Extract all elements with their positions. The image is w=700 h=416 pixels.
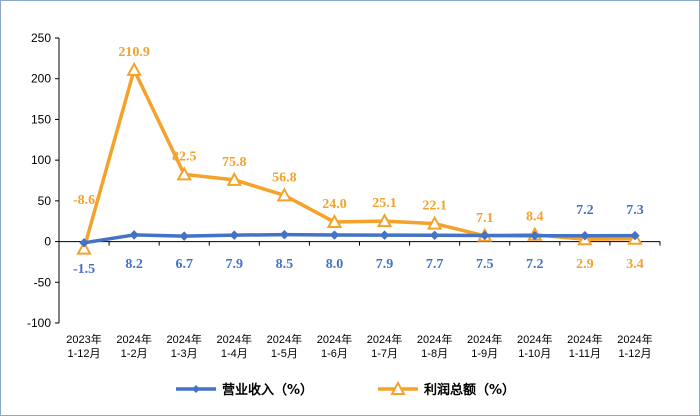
x-tick-label: 2024年	[417, 332, 452, 346]
legend-label-revenue: 营业收入（%）	[222, 382, 313, 398]
x-tick-label: 2024年	[467, 332, 502, 346]
profit-marker	[76, 240, 92, 255]
profit-data-label: 22.1	[422, 199, 447, 214]
x-tick-label: 2024年	[217, 332, 252, 346]
profit-data-label: 75.8	[222, 155, 247, 170]
revenue-marker	[329, 230, 340, 240]
revenue-marker	[229, 230, 239, 240]
revenue-data-label: 7.2	[576, 203, 594, 218]
revenue-marker	[530, 231, 540, 241]
revenue-data-label: 8.2	[125, 257, 143, 272]
series-line-revenue	[83, 232, 635, 245]
revenue-data-label: -1.5	[73, 262, 95, 277]
revenue-marker	[79, 238, 89, 248]
profit-marker	[226, 171, 242, 186]
revenue-data-label: 8.0	[326, 257, 344, 272]
x-tick-label: 1-8月	[421, 348, 448, 360]
y-tick-label: 150	[31, 112, 51, 126]
revenue-data-label: 7.7	[426, 257, 444, 272]
legend-marker-revenue	[192, 385, 200, 393]
series-line-profit	[82, 68, 635, 250]
y-tick-label: -100	[27, 316, 51, 330]
revenue-marker	[480, 230, 490, 241]
revenue-marker	[379, 230, 390, 240]
profit-marker	[276, 187, 293, 202]
profit-data-label: 25.1	[372, 196, 397, 211]
x-tick-label: 2024年	[367, 332, 402, 346]
x-tick-label: 1-3月	[171, 348, 198, 360]
x-tick-label: 2024年	[116, 332, 151, 346]
revenue-marker	[630, 230, 640, 241]
profit-marker	[126, 61, 142, 76]
y-tick-label: 0	[44, 235, 51, 249]
profit-data-label: 7.1	[476, 211, 494, 226]
y-tick-label: -50	[34, 275, 52, 289]
revenue-data-label: 7.9	[226, 257, 244, 272]
legend-label-profit: 利润总额（%）	[424, 382, 515, 398]
revenue-data-label: 7.2	[526, 257, 544, 272]
revenue-data-label: 7.9	[376, 257, 394, 272]
profit-marker	[176, 166, 192, 181]
x-tick-label: 1-12月	[618, 348, 651, 360]
revenue-data-label: 6.7	[175, 257, 193, 272]
y-tick-label: 250	[31, 31, 51, 45]
x-tick-label: 1-4月	[221, 348, 248, 360]
profit-marker	[426, 215, 443, 230]
legend-marker-profit	[390, 380, 406, 395]
x-tick-label: 2024年	[617, 332, 652, 346]
revenue-data-label: 8.5	[276, 257, 294, 272]
profit-data-label: 3.4	[626, 257, 644, 272]
x-tick-label: 1-2月	[121, 348, 148, 360]
x-tick-label: 1-10月	[518, 348, 551, 360]
revenue-marker	[429, 230, 440, 241]
profit-data-label: 210.9	[118, 45, 150, 60]
x-tick-label: 2024年	[517, 332, 552, 346]
x-tick-label: 2024年	[267, 332, 302, 346]
y-tick-label: 50	[38, 194, 52, 208]
y-tick-label: 100	[31, 153, 51, 167]
revenue-marker	[129, 230, 139, 240]
profit-data-label: 8.4	[526, 210, 544, 225]
x-tick-label: 1-11月	[569, 348, 601, 360]
x-tick-label: 1-12月	[68, 348, 101, 360]
profit-data-label: 2.9	[576, 257, 594, 272]
revenue-marker	[580, 231, 590, 241]
profit-data-label: -8.6	[73, 193, 95, 208]
x-tick-label: 1-9月	[471, 348, 498, 360]
x-tick-label: 2023年	[66, 332, 101, 346]
x-tick-label: 2024年	[317, 332, 352, 346]
profit-marker	[326, 213, 343, 229]
y-tick-label: 200	[31, 72, 51, 86]
revenue-data-label: 7.3	[626, 203, 644, 218]
revenue-marker	[179, 231, 189, 241]
profit-data-label: 24.0	[322, 197, 347, 212]
x-tick-label: 1-7月	[371, 348, 398, 360]
revenue-data-label: 7.5	[476, 257, 494, 272]
x-tick-label: 1-6月	[321, 348, 348, 360]
revenue-marker	[279, 229, 290, 240]
x-tick-label: 1-5月	[271, 348, 298, 360]
profit-data-label: 56.8	[272, 170, 297, 185]
x-tick-label: 2024年	[567, 332, 602, 346]
x-tick-label: 2024年	[166, 332, 201, 346]
profit-data-label: 82.5	[172, 149, 197, 164]
profit-marker	[376, 213, 393, 228]
